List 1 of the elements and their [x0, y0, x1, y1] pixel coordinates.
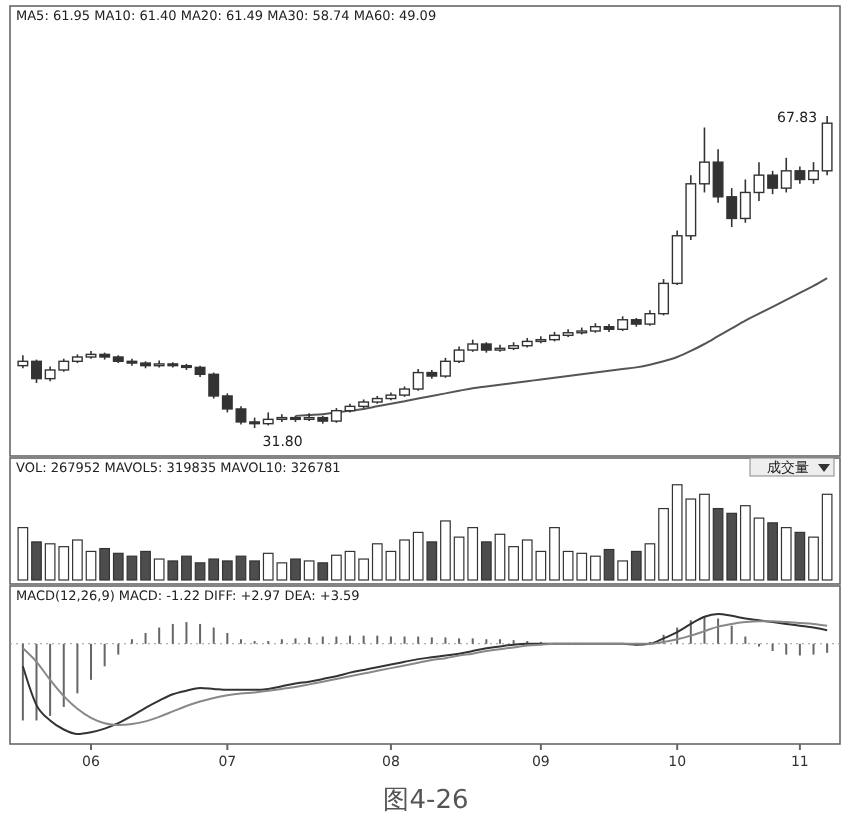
caption: 图4-26 — [383, 786, 469, 816]
